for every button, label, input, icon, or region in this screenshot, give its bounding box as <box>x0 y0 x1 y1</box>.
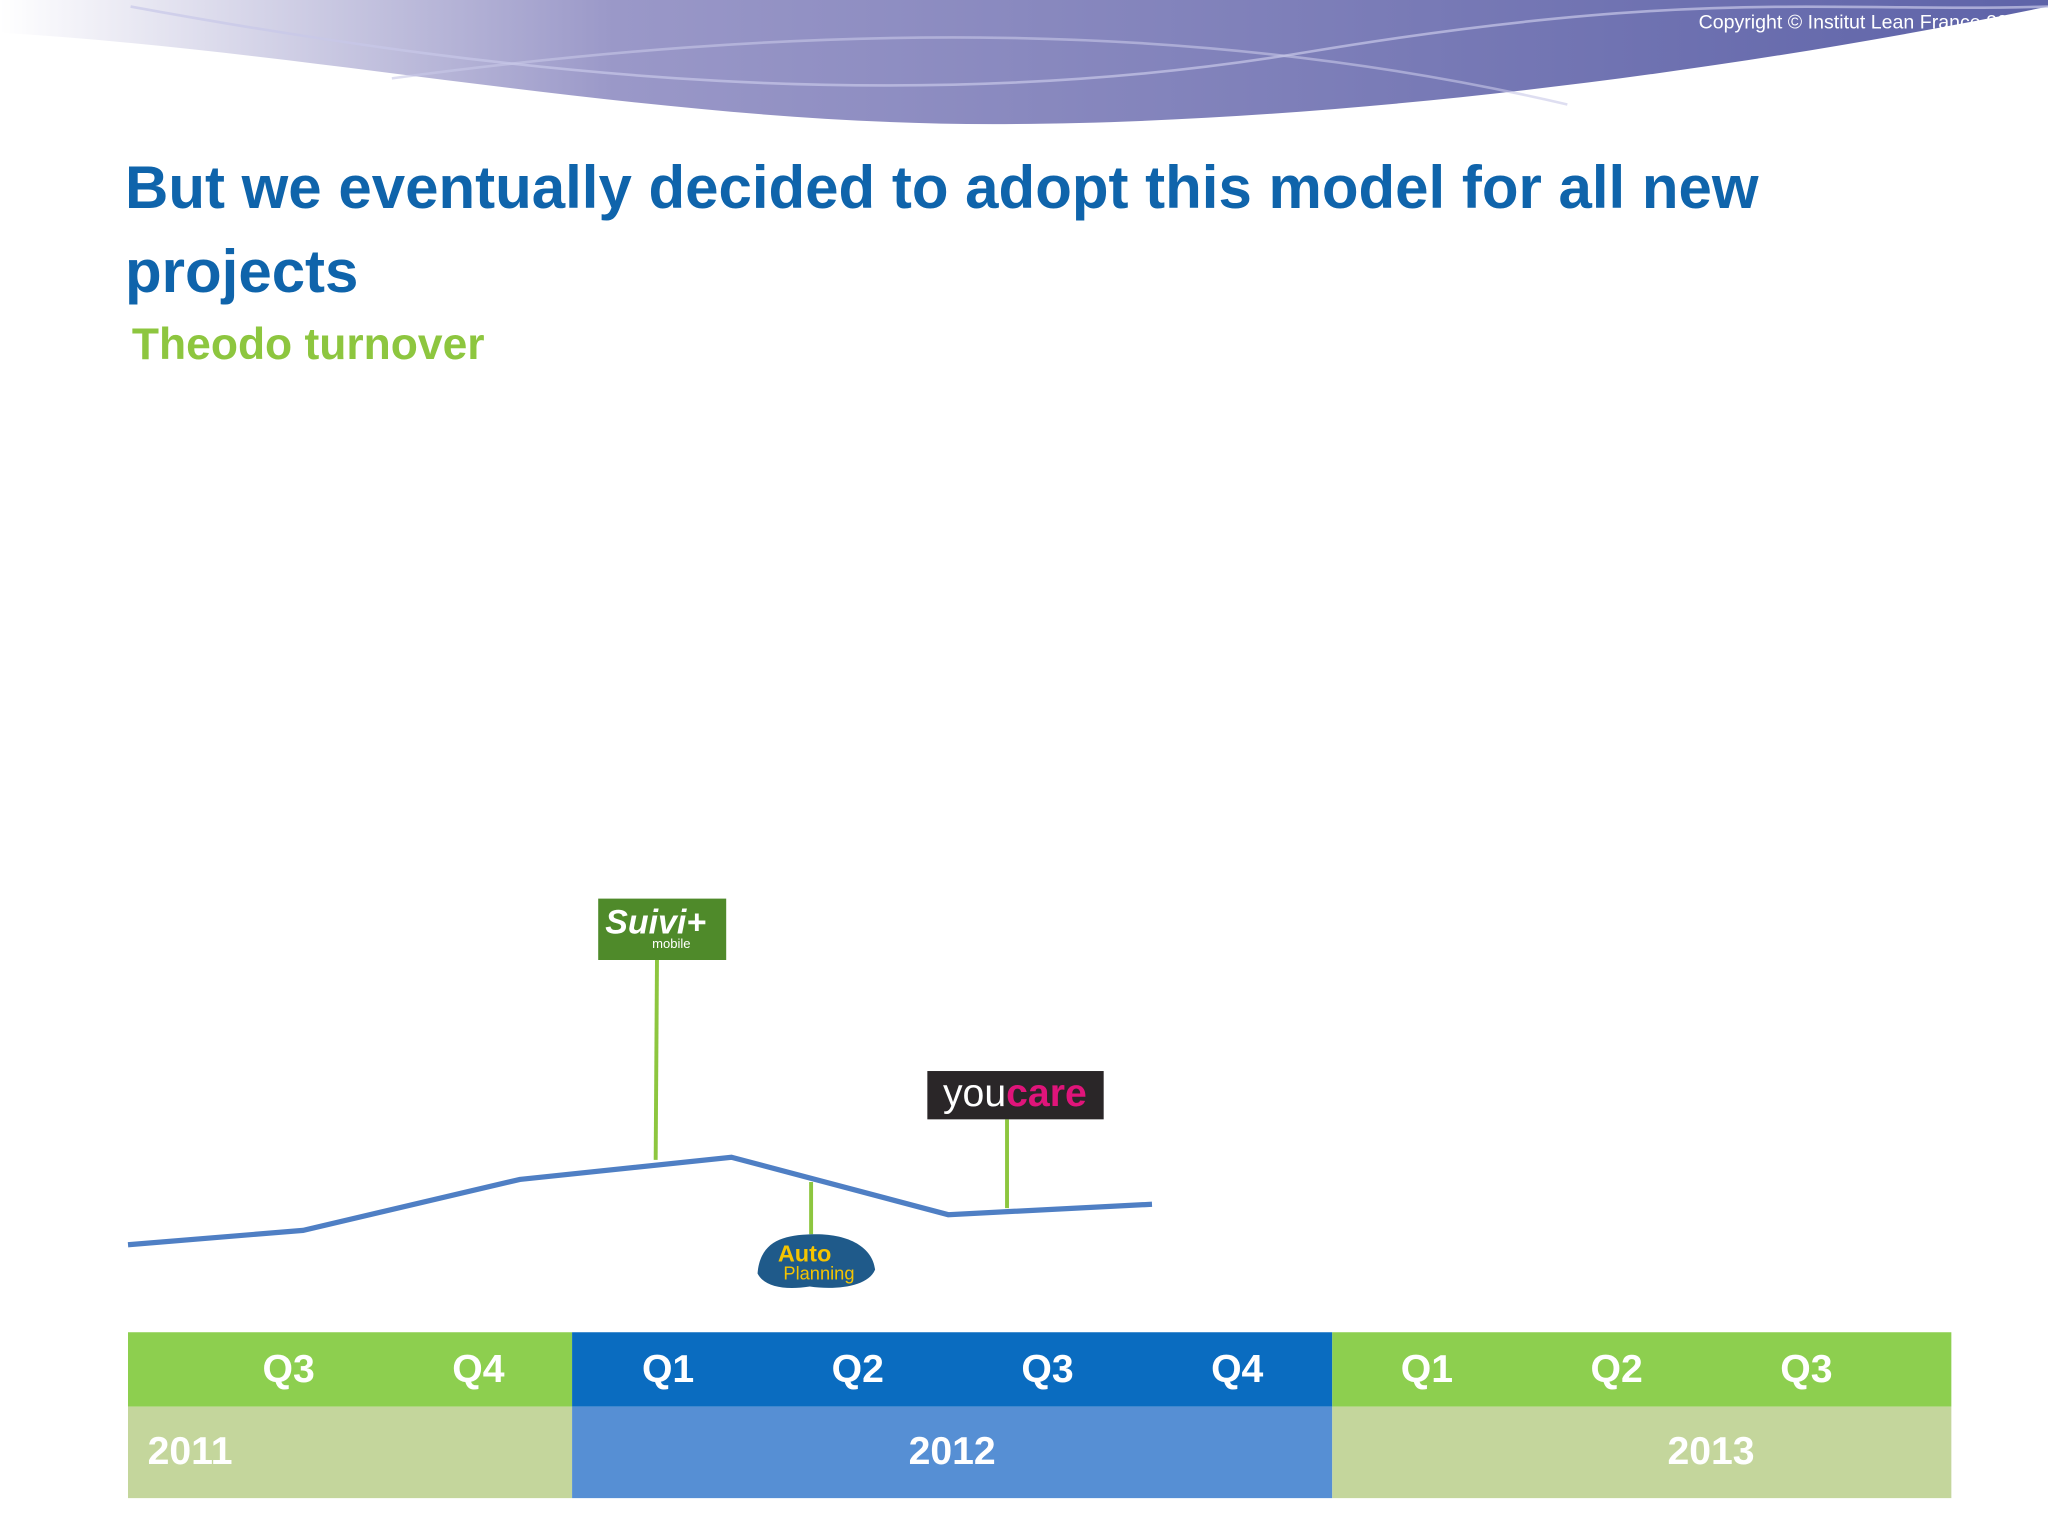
turnover-line <box>127 1154 1153 1248</box>
quarter-label: Q4 <box>452 1348 504 1391</box>
quarter-label: Q2 <box>832 1348 884 1391</box>
quarter-label: Q2 <box>1591 1348 1643 1391</box>
logo-subtext: mobile <box>652 936 690 951</box>
year-band <box>128 1406 573 1499</box>
quarter-label: Q3 <box>263 1348 315 1391</box>
year-label: 2011 <box>148 1430 233 1473</box>
year-band <box>572 1406 1333 1499</box>
banner-swoosh <box>391 36 1568 106</box>
header-banner <box>0 0 2048 125</box>
logo-text: Suivi+ <box>605 904 706 942</box>
logo-suivi <box>598 898 727 960</box>
quarter-band <box>128 1332 573 1407</box>
quarter-label: Q4 <box>1211 1348 1263 1391</box>
subtitle: Theodo turnover <box>132 320 485 369</box>
logo-text: youcare <box>943 1072 1087 1115</box>
logo-youcare <box>927 1071 1104 1120</box>
year-band <box>1332 1406 1952 1499</box>
logo-text-accent: care <box>1006 1072 1087 1115</box>
logo-autoplanning <box>757 1234 876 1288</box>
quarter-band <box>1332 1332 1952 1407</box>
year-label: 2012 <box>909 1430 996 1473</box>
copyright: Copyright © Institut Lean France 2012 <box>1699 12 2030 34</box>
quarter-label: Q1 <box>1401 1348 1453 1391</box>
quarter-band <box>572 1332 1333 1407</box>
year-label: 2013 <box>1667 1430 1754 1473</box>
connector <box>653 959 659 1160</box>
banner-swoosh <box>130 5 2048 87</box>
logo-text: Auto <box>778 1240 832 1266</box>
logo-subtext: Planning <box>783 1263 854 1284</box>
logo-text-part: you <box>943 1072 1006 1115</box>
quarter-label: Q3 <box>1021 1348 1073 1391</box>
slide-title: But we eventually decided to adopt this … <box>125 154 1759 305</box>
quarter-label: Q1 <box>642 1348 694 1391</box>
quarter-label: Q3 <box>1780 1348 1832 1391</box>
